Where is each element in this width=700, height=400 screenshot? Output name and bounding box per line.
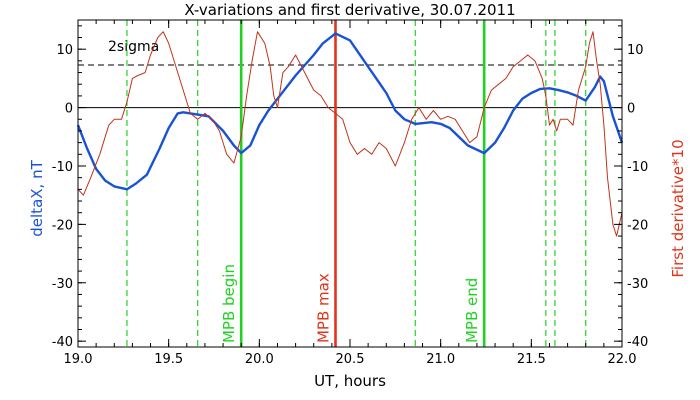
- plot-frame: [77, 19, 623, 348]
- vertical-line-label-2: MPB end: [463, 278, 481, 343]
- x-tick-label: 22.0: [608, 352, 637, 367]
- series-line-1: [77, 31, 623, 237]
- y-tick-label-right: -40: [627, 335, 648, 350]
- x-axis-label: UT, hours: [314, 372, 386, 390]
- y-tick-label-right: -20: [627, 218, 648, 233]
- y-tick-label-left: 10: [56, 43, 73, 58]
- y-tick-label-left: -40: [52, 335, 73, 350]
- y-tick-label-right: 0: [627, 102, 635, 117]
- chart-title: X-variations and first derivative, 30.07…: [184, 1, 515, 19]
- vertical-line-label-0: MPB begin: [220, 264, 238, 343]
- series-line-0: [76, 32, 624, 191]
- y-tick-label-left: -10: [52, 160, 73, 175]
- y-tick-label-left: -20: [52, 218, 73, 233]
- y-tick-label-left: 0: [65, 102, 73, 117]
- plot-area: 2sigma MPB begin MPB max MPB end: [76, 19, 624, 348]
- x-tick-label: 19.0: [64, 352, 93, 367]
- x-tick-label: 20.0: [245, 352, 274, 367]
- x-tick-label: 21.5: [517, 352, 546, 367]
- y-axis-label-left: deltaX, nT: [28, 159, 46, 236]
- y-tick-label-right: 10: [627, 43, 644, 58]
- tick-labels: 19.0 19.5 20.0 20.5 21.0 21.5 22.0 10 10 0 0 -10 -10…: [52, 43, 648, 367]
- y-tick-label-right: -30: [627, 277, 648, 292]
- vertical-line-label-1: MPB max: [314, 273, 332, 343]
- y-tick-label-left: -30: [52, 277, 73, 292]
- y-tick-label-right: -10: [627, 160, 648, 175]
- reference-line-label: 2sigma: [108, 39, 159, 55]
- y-axis-label-right: First derivative*10: [669, 139, 687, 277]
- x-tick-label: 19.5: [154, 352, 183, 367]
- x-tick-label: 20.5: [336, 352, 365, 367]
- x-tick-label: 21.0: [426, 352, 455, 367]
